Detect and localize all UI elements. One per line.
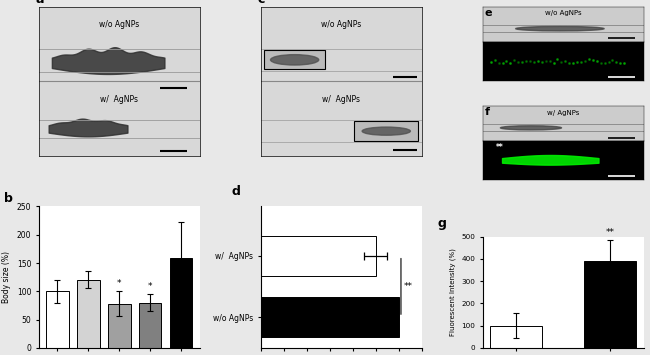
Text: w/o AgNPs: w/o AgNPs: [545, 10, 582, 16]
Text: e: e: [484, 8, 492, 18]
Bar: [139, 302, 161, 348]
Text: *: *: [148, 282, 153, 291]
FancyBboxPatch shape: [39, 7, 200, 81]
Bar: [261, 297, 398, 337]
Text: w/o AgNPs: w/o AgNPs: [321, 21, 361, 29]
Text: b: b: [4, 192, 12, 205]
Text: **: **: [606, 228, 615, 237]
Text: w/  AgNPs: w/ AgNPs: [322, 95, 360, 104]
Bar: [261, 236, 376, 275]
Text: w/o AgNPs: w/o AgNPs: [99, 21, 140, 29]
Text: *: *: [117, 279, 122, 289]
Ellipse shape: [515, 26, 604, 31]
Bar: [354, 121, 419, 141]
Bar: [490, 326, 542, 348]
Text: c: c: [257, 0, 265, 6]
Bar: [46, 291, 69, 348]
FancyBboxPatch shape: [261, 81, 422, 155]
Ellipse shape: [362, 127, 410, 135]
Y-axis label: Body size (%): Body size (%): [3, 251, 11, 303]
Text: w/ AgNPs: w/ AgNPs: [547, 110, 579, 115]
Text: d: d: [232, 185, 240, 198]
Ellipse shape: [500, 126, 562, 130]
FancyBboxPatch shape: [39, 81, 200, 155]
Bar: [170, 258, 192, 348]
Y-axis label: Fluorescent Intensity (%): Fluorescent Intensity (%): [449, 248, 456, 336]
Bar: [264, 50, 325, 70]
Text: w/  AgNPs: w/ AgNPs: [100, 95, 138, 104]
Bar: [584, 261, 636, 348]
Text: a: a: [36, 0, 44, 6]
Text: **: **: [495, 143, 503, 152]
Bar: [77, 280, 99, 348]
Ellipse shape: [270, 55, 318, 65]
Text: f: f: [484, 107, 489, 117]
FancyBboxPatch shape: [261, 7, 422, 81]
Bar: [109, 304, 131, 348]
Text: g: g: [437, 217, 447, 230]
Text: **: **: [403, 282, 412, 291]
